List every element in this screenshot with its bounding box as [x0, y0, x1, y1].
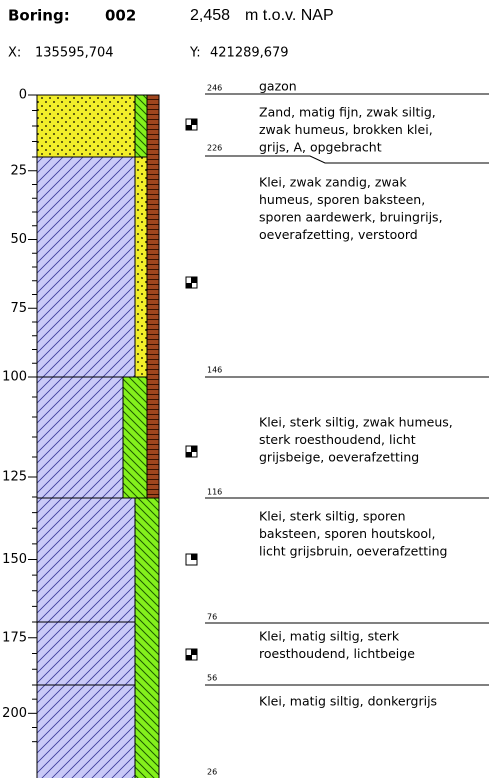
depth-label: 175 [2, 630, 27, 645]
depth-label: 75 [10, 301, 27, 316]
x-label: X: [8, 46, 21, 61]
clay-layer [36, 376, 124, 499]
description-line: zwak humeus, brokken klei, [259, 122, 433, 137]
column [36, 94, 160, 778]
elevation-label: 56 [207, 674, 217, 683]
elevation-label: 26 [207, 768, 217, 777]
clay-layer [36, 497, 136, 778]
depth-label: 50 [10, 232, 27, 247]
side-strip [134, 94, 148, 158]
side-strip [134, 156, 148, 378]
clay-layer [36, 156, 136, 378]
elevation-label: 76 [207, 613, 217, 622]
description-line: roesthoudend, lichtbeige [259, 646, 415, 661]
elevation-label: 116 [207, 488, 222, 497]
description-line: Klei, sterk siltig, sporen [259, 509, 406, 524]
description-line: Zand, matig fijn, zwak siltig, [259, 105, 436, 120]
brick-strip [146, 94, 160, 499]
description-line: sterk roesthoudend, licht [259, 432, 416, 447]
depth-label: 125 [2, 470, 27, 485]
description-line: sporen aardewerk, bruingrijs, [259, 210, 443, 225]
description-line: baksteen, sporen houtskool, [259, 526, 435, 541]
description-line: humeus, sporen baksteen, [259, 192, 425, 207]
description-line: Klei, zwak zandig, zwak [259, 175, 407, 190]
description-line: Klei, matig siltig, donkergrijs [259, 694, 437, 709]
boring-label: Boring: [8, 7, 70, 25]
description-line: Klei, matig siltig, sterk [259, 629, 400, 644]
samples [185, 118, 198, 661]
description-line: gazon [259, 79, 297, 94]
side-strip [134, 497, 160, 778]
boundary-line [205, 155, 489, 164]
sand-layer [36, 94, 136, 158]
elevation-label: 246 [207, 84, 222, 93]
description-line: oeverafzetting, verstoord [259, 227, 418, 242]
depth-label: 100 [2, 370, 27, 385]
depth-label: 25 [10, 163, 27, 178]
description-line: grijs, A, opgebracht [259, 140, 382, 155]
description-line: Klei, sterk siltig, zwak humeus, [259, 415, 453, 430]
boring-number: 002 [105, 7, 136, 25]
elevation-unit: m t.o.v. NAP [245, 7, 334, 24]
description-line: licht grijsbruin, oeverafzetting [259, 544, 448, 559]
side-strip [122, 376, 148, 499]
elevation: 2,458 [190, 7, 230, 24]
elevation-label: 146 [207, 366, 222, 375]
elevation-label: 226 [207, 144, 222, 153]
depth-label: 0 [19, 88, 27, 103]
depth-label: 150 [2, 552, 27, 567]
y-label: Y: [189, 46, 201, 61]
x-value: 135595,704 [35, 46, 114, 61]
depth-label: 200 [2, 706, 27, 721]
description-line: grijsbeige, oeverafzetting [259, 450, 419, 465]
y-value: 421289,679 [210, 46, 289, 61]
